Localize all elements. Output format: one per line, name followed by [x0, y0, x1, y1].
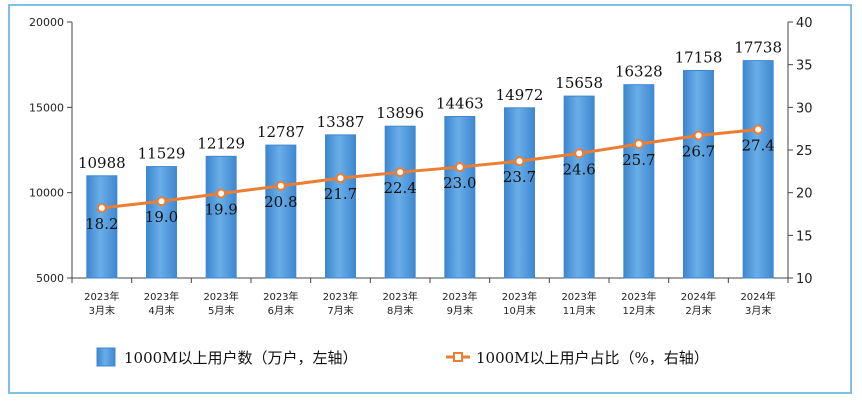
- bar: [325, 134, 356, 279]
- axes: 5000 10000 15000 20000 10 15 20 25 30 35 40 2023年 3月…: [29, 16, 813, 317]
- bar-value-label: 12129: [197, 134, 245, 152]
- ratio-value-label: 23.7: [503, 168, 536, 186]
- ratio-value-label: 22.4: [383, 179, 416, 197]
- left-tick-label: 20000: [29, 16, 64, 29]
- ratio-value-label: 19.0: [145, 208, 178, 226]
- bar: [86, 175, 118, 279]
- bar: [683, 70, 714, 279]
- bar: [563, 95, 595, 279]
- legend-bar-swatch: [96, 347, 116, 367]
- legend-line-marker: [453, 352, 463, 362]
- ratio-value-label: 24.6: [562, 160, 595, 178]
- ratio-value-label: 21.7: [324, 185, 357, 203]
- left-tick-label: 10000: [29, 187, 64, 200]
- bar-value-label: 16328: [615, 63, 663, 81]
- right-tick-label: 15: [796, 229, 813, 244]
- ratio-point: [395, 167, 406, 178]
- x-tick-label: 2023年 3月末: [84, 290, 119, 317]
- x-tick-label: 2023年 12月末: [621, 290, 656, 317]
- bar: [623, 84, 655, 279]
- x-tick-label: 2023年 7月末: [323, 290, 358, 317]
- bar: [504, 107, 535, 279]
- bar-value-label: 13896: [376, 104, 424, 122]
- ratio-point: [693, 130, 704, 141]
- right-tick-label: 20: [796, 187, 813, 202]
- ratio-point: [574, 148, 585, 159]
- bar-value-label: 17158: [675, 49, 723, 67]
- right-tick-label: 30: [796, 101, 813, 116]
- ratio-line-path: [101, 128, 759, 210]
- bar-value-label: 17738: [734, 39, 782, 57]
- right-tick-label: 25: [796, 144, 813, 159]
- x-tick-label: 2023年 5月末: [203, 290, 238, 317]
- x-tick-label: 2023年 8月末: [382, 290, 417, 317]
- bar-value-label: 14463: [436, 94, 484, 112]
- x-tick-label: 2023年 11月末: [561, 290, 596, 317]
- ratio-point: [216, 188, 227, 199]
- bar: [444, 115, 476, 279]
- right-tick-label: 35: [796, 59, 813, 74]
- data-labels: 10988 11529 12129 12787 13387 13896 14463 14972…: [78, 39, 782, 233]
- x-tick-label: 2023年 10月末: [502, 290, 537, 317]
- ratio-value-label: 19.9: [204, 201, 237, 219]
- ratio-line: [96, 124, 764, 214]
- bar: [205, 155, 237, 279]
- legend-bar-label: 1000M以上用户数（万户，左轴）: [124, 349, 358, 367]
- legend: 1000M以上用户数（万户，左轴） 1000M以上用户占比（%，右轴）: [96, 347, 709, 367]
- ratio-value-label: 23.0: [443, 174, 476, 192]
- left-tick-label: 15000: [29, 101, 64, 114]
- bar: [146, 166, 177, 279]
- bar: [384, 125, 416, 279]
- x-tick-label: 2024年 3月末: [740, 290, 775, 317]
- ratio-point: [753, 124, 764, 135]
- x-tick-label: 2023年 4月末: [144, 290, 179, 317]
- bar-value-label: 13387: [317, 113, 365, 131]
- ratio-point: [514, 156, 525, 167]
- ratio-value-label: 25.7: [622, 151, 655, 169]
- x-tick-label: 2023年 9月末: [442, 290, 477, 317]
- bar-value-label: 12787: [257, 123, 305, 141]
- bar: [265, 144, 297, 279]
- left-tick-label: 5000: [36, 272, 64, 285]
- bar: [742, 60, 774, 279]
- ratio-point: [335, 173, 346, 184]
- right-tick-label: 10: [796, 272, 813, 287]
- right-tick-label: 40: [796, 16, 813, 31]
- ratio-value-label: 18.2: [85, 215, 118, 233]
- ratio-value-label: 27.4: [741, 137, 774, 155]
- ratio-point: [275, 180, 286, 191]
- ratio-point: [96, 203, 107, 214]
- ratio-point: [633, 139, 644, 150]
- x-tick-label: 2024年 2月末: [681, 290, 716, 317]
- ratio-point: [156, 196, 167, 207]
- bar-value-label: 15658: [555, 74, 603, 92]
- ratio-value-label: 26.7: [682, 142, 715, 160]
- bars: [86, 60, 774, 279]
- legend-line-label: 1000M以上用户占比（%，右轴）: [476, 349, 709, 367]
- bar-value-label: 14972: [496, 86, 544, 104]
- ratio-point: [454, 162, 465, 173]
- bar-value-label: 10988: [78, 154, 126, 172]
- bar-value-label: 11529: [138, 145, 186, 163]
- ratio-value-label: 20.8: [264, 193, 297, 211]
- x-tick-label: 2023年 6月末: [263, 290, 298, 317]
